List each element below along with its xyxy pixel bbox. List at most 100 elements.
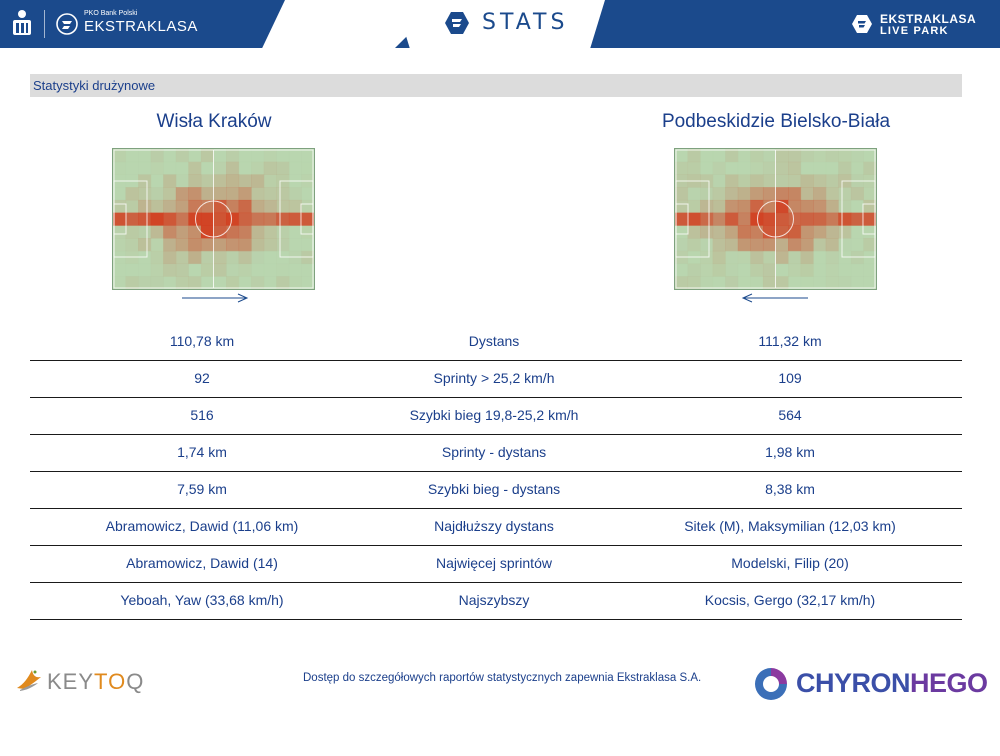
header-center-band <box>395 0 605 48</box>
heatmap-cell <box>725 174 739 188</box>
heatmap-cell <box>863 149 876 163</box>
heatmap-cell <box>113 149 127 163</box>
heatmap-cell <box>775 250 789 265</box>
heatmap-cell <box>213 250 227 265</box>
heatmap-cell <box>188 225 202 239</box>
heatmap-cell <box>226 212 240 226</box>
app-title: STATS <box>482 10 569 35</box>
heatmap-cell <box>750 225 764 239</box>
heatmap-cell <box>263 225 277 239</box>
heatmap-cell <box>813 161 827 175</box>
heatmap-cell <box>188 238 202 252</box>
heatmap-cell <box>700 187 714 201</box>
heatmap-cell <box>712 212 726 226</box>
heatmap-cell <box>238 225 252 239</box>
heatmap-cell <box>276 238 290 252</box>
heatmap-cell <box>850 161 864 175</box>
heatmap-cell <box>863 187 876 201</box>
heatmap-cell <box>175 263 189 277</box>
section-header: Statystyki drużynowe <box>30 74 962 97</box>
heatmap-cell <box>825 276 839 289</box>
heatmap-cell <box>800 225 814 239</box>
heatmap-cell <box>200 174 214 188</box>
heatmap-cell <box>850 263 864 277</box>
heatmap-cell <box>125 276 139 289</box>
heatmap-cell <box>825 174 839 188</box>
heatmap-cell <box>263 174 277 188</box>
home-value: 110,78 km <box>169 333 235 349</box>
heatmap-cell <box>775 161 789 175</box>
heatmap-cell <box>850 187 864 201</box>
heatmap-cell <box>800 187 814 201</box>
heatmap-cell <box>788 212 802 226</box>
heatmap-cell <box>700 263 714 277</box>
heatmap-cell <box>675 161 689 175</box>
heatmap-cell <box>800 276 814 289</box>
away-value: 109 <box>778 370 802 386</box>
heatmap-cell <box>263 187 277 201</box>
heatmap-cell <box>200 212 214 226</box>
heatmap-cell <box>800 250 814 265</box>
heatmap-cell <box>150 161 164 175</box>
heatmap-cell <box>800 149 814 163</box>
heatmap-cell <box>775 276 789 289</box>
heatmap-cell <box>125 212 139 226</box>
heatmap-cell <box>775 225 789 239</box>
heatmap-cell <box>788 276 802 289</box>
heatmap-cell <box>788 250 802 265</box>
heatmap-cell <box>251 187 265 201</box>
heatmap-cell <box>175 199 189 214</box>
heatmap-cell <box>238 199 252 214</box>
heatmap-cell <box>163 212 177 226</box>
heatmap-cell <box>712 187 726 201</box>
heatmap-cell <box>725 187 739 201</box>
heatmap-cell <box>800 238 814 252</box>
heatmap-cell <box>301 276 314 289</box>
heatmap-cell <box>251 276 265 289</box>
away-heatmap <box>674 148 877 290</box>
heatmap-cell <box>163 225 177 239</box>
stat-row-fastest: Yeboah, Yaw (33,68 km/h) Najszybszy Kocs… <box>30 583 962 620</box>
heatmap-cell <box>813 187 827 201</box>
heatmap-cell <box>175 250 189 265</box>
heatmap-cell <box>813 212 827 226</box>
section-title: Statystyki drużynowe <box>33 78 156 93</box>
heatmap-cell <box>288 276 302 289</box>
stat-row-most-sprints: Abramowicz, Dawid (14) Najwięcej sprintó… <box>30 546 962 583</box>
heatmap-cell <box>188 276 202 289</box>
heatmap-cell <box>226 174 240 188</box>
heatmap-cell <box>737 199 751 214</box>
heatmap-cell <box>850 276 864 289</box>
away-value: Modelski, Filip (20) <box>731 555 849 571</box>
stat-label: Szybki bieg - dystans <box>427 481 561 497</box>
heatmap-cell <box>737 263 751 277</box>
heatmap-cell <box>737 187 751 201</box>
heatmap-cell <box>775 187 789 201</box>
heatmap-cell <box>175 212 189 226</box>
heatmap-cell <box>762 174 776 188</box>
heatmap-cell <box>150 276 164 289</box>
stat-row-sprint-distance: 1,74 km Sprinty - dystans 1,98 km <box>30 435 962 472</box>
heatmap-cell <box>737 225 751 239</box>
chyronhego-logo: CHYRONHEGO <box>796 668 988 698</box>
heatmap-cell <box>750 250 764 265</box>
heatmap-cell <box>750 199 764 214</box>
heatmap-cell <box>775 199 789 214</box>
attack-direction-right-arrow-icon <box>182 293 249 303</box>
heatmap-cell <box>712 263 726 277</box>
heatmap-cell <box>288 149 302 163</box>
heatmap-cell <box>687 149 701 163</box>
heatmap-cell <box>200 149 214 163</box>
heatmap-cell <box>200 238 214 252</box>
league-name: EKSTRAKLASA <box>84 18 198 35</box>
heatmap-cell <box>238 250 252 265</box>
heatmap-cell <box>813 174 827 188</box>
heatmap-cell <box>687 263 701 277</box>
heatmap-cell <box>263 199 277 214</box>
heatmap-cell <box>238 238 252 252</box>
heatmap-cell <box>125 187 139 201</box>
heatmap-cell <box>712 238 726 252</box>
home-value: Abramowicz, Dawid (11,06 km) <box>105 518 299 534</box>
heatmap-cell <box>838 149 852 163</box>
heatmap-cell <box>226 238 240 252</box>
